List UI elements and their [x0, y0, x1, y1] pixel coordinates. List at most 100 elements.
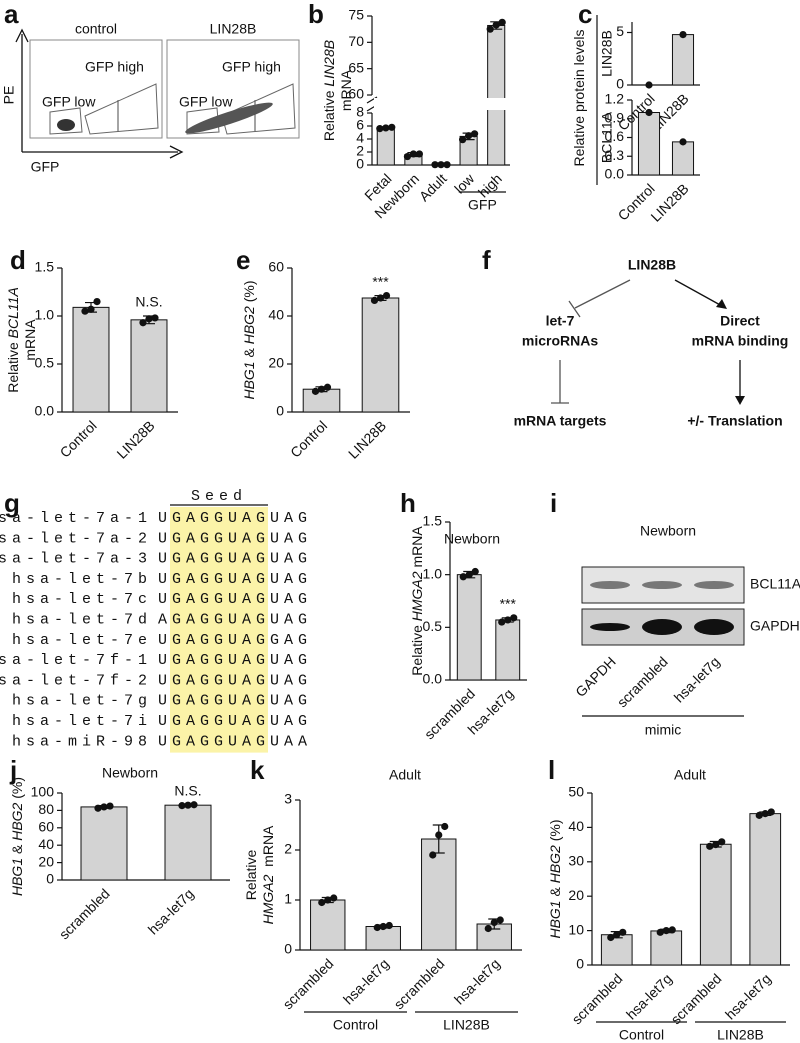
- data-point: [679, 30, 687, 39]
- x-tick-label: scrambled: [280, 955, 337, 1012]
- sequence-name: hsa-let-7a-1: [0, 510, 152, 527]
- data-point: [190, 801, 198, 809]
- bar: [361, 297, 400, 413]
- data-point: [437, 161, 445, 169]
- sequence-seed: GAGGUAG: [172, 571, 270, 588]
- data-point: [498, 618, 506, 626]
- axis-label: HBG1 & HBG2 (%): [241, 280, 257, 399]
- sequence: UAA: [270, 733, 312, 750]
- data-point: [317, 385, 326, 393]
- data-point: [465, 571, 473, 579]
- sequence-seed: GAGGUAG: [172, 693, 270, 710]
- y-tick-label: 1.0: [423, 565, 443, 581]
- data-point: [318, 898, 326, 907]
- label-part: &: [547, 883, 563, 900]
- label-part: (%): [9, 777, 25, 803]
- cell-cloud: [185, 102, 273, 134]
- sequence: UAG: [270, 591, 312, 608]
- axis-label: Relative: [243, 850, 259, 901]
- band: [642, 581, 682, 589]
- sequence: U: [158, 571, 172, 588]
- group-label: LIN28B: [717, 1027, 764, 1043]
- data-point: [619, 928, 627, 936]
- panel-letter: h: [400, 488, 416, 518]
- node-label: mRNA binding: [692, 333, 789, 349]
- gate-label: GFP high: [85, 59, 144, 75]
- y-tick-label: 0.9: [605, 109, 625, 125]
- sequence-seed: GAGGUAG: [172, 632, 270, 649]
- sequence: UAG: [270, 611, 312, 628]
- sequence-seed: GAGGUAG: [172, 652, 270, 669]
- y-tick-label: 30: [568, 853, 584, 869]
- band: [590, 581, 630, 589]
- sequence-name: hsa-let-7b: [12, 571, 152, 588]
- label-part: HBG1: [241, 361, 257, 399]
- y-tick-label: 0.5: [423, 618, 443, 634]
- axis-label: Relative HMGA2 mRNA: [409, 526, 425, 676]
- label-part: &: [241, 344, 257, 361]
- sub-label: LIN28B: [599, 30, 615, 77]
- data-point: [370, 296, 379, 304]
- data-point: [106, 802, 114, 810]
- band: [590, 623, 630, 631]
- bar: [80, 806, 128, 881]
- data-point: [492, 21, 500, 29]
- y-tick-label: 6: [356, 117, 364, 133]
- node-label: mRNA targets: [514, 413, 607, 429]
- axis-label: PE: [1, 86, 17, 105]
- bar: [637, 112, 661, 176]
- data-point: [415, 150, 423, 158]
- panel-letter: a: [4, 0, 19, 29]
- y-tick-label: 1.0: [35, 307, 55, 323]
- data-point: [498, 18, 506, 26]
- seed-label: Seed: [191, 488, 247, 505]
- data-point: [409, 150, 417, 158]
- sequence: U: [158, 591, 172, 608]
- label-part: HBG1: [9, 858, 25, 896]
- data-point: [607, 933, 615, 942]
- panel-letter: c: [578, 0, 592, 29]
- y-tick-label: 1.5: [423, 513, 443, 529]
- sequence: UAG: [270, 530, 312, 547]
- bar: [376, 127, 395, 166]
- data-point: [324, 896, 332, 904]
- arrow-head: [735, 396, 745, 405]
- label-part: Relative protein levels: [571, 30, 587, 167]
- sequence: U: [158, 632, 172, 649]
- axis-label: GFP: [31, 159, 60, 175]
- data-point: [459, 136, 467, 144]
- label-part: HBG2: [241, 306, 257, 344]
- inhibit-edge: [568, 279, 631, 318]
- y-tick-label: 20: [268, 355, 284, 371]
- bar: [671, 141, 695, 176]
- sequence-name: hsa-let-7d: [12, 611, 152, 628]
- y-tick-label: 0.5: [35, 355, 55, 371]
- x-tick-label: Control: [287, 417, 330, 460]
- data-point: [429, 851, 437, 859]
- y-tick-label: 40: [38, 836, 54, 852]
- y-tick-label: 4: [356, 130, 364, 146]
- lane-label: GAPDH: [572, 653, 619, 700]
- y-tick-label: 75: [348, 7, 364, 23]
- label-part: mRNA: [409, 526, 425, 572]
- y-tick-label: 0.0: [605, 166, 625, 182]
- plot-frame: [29, 39, 163, 139]
- y-tick-label: 20: [568, 887, 584, 903]
- data-point: [385, 921, 393, 930]
- data-point: [382, 124, 390, 132]
- sequence: UAG: [270, 652, 312, 669]
- sequence: U: [158, 713, 172, 730]
- axis-label: HBG1 & HBG2 (%): [9, 777, 25, 896]
- sequence: A: [158, 611, 172, 628]
- lane-label: hsa-let7g: [671, 653, 723, 705]
- y-tick-label: 2: [284, 841, 292, 857]
- axis-label: Relative protein levels: [571, 30, 587, 167]
- sequence-seed: GAGGUAG: [172, 551, 270, 568]
- sequence-seed: GAGGUAG: [172, 672, 270, 689]
- data-point: [465, 132, 473, 140]
- significance: ***: [372, 273, 389, 289]
- y-tick-label: 70: [348, 33, 364, 49]
- x-tick-label: scrambled: [56, 885, 113, 942]
- data-point: [376, 125, 384, 133]
